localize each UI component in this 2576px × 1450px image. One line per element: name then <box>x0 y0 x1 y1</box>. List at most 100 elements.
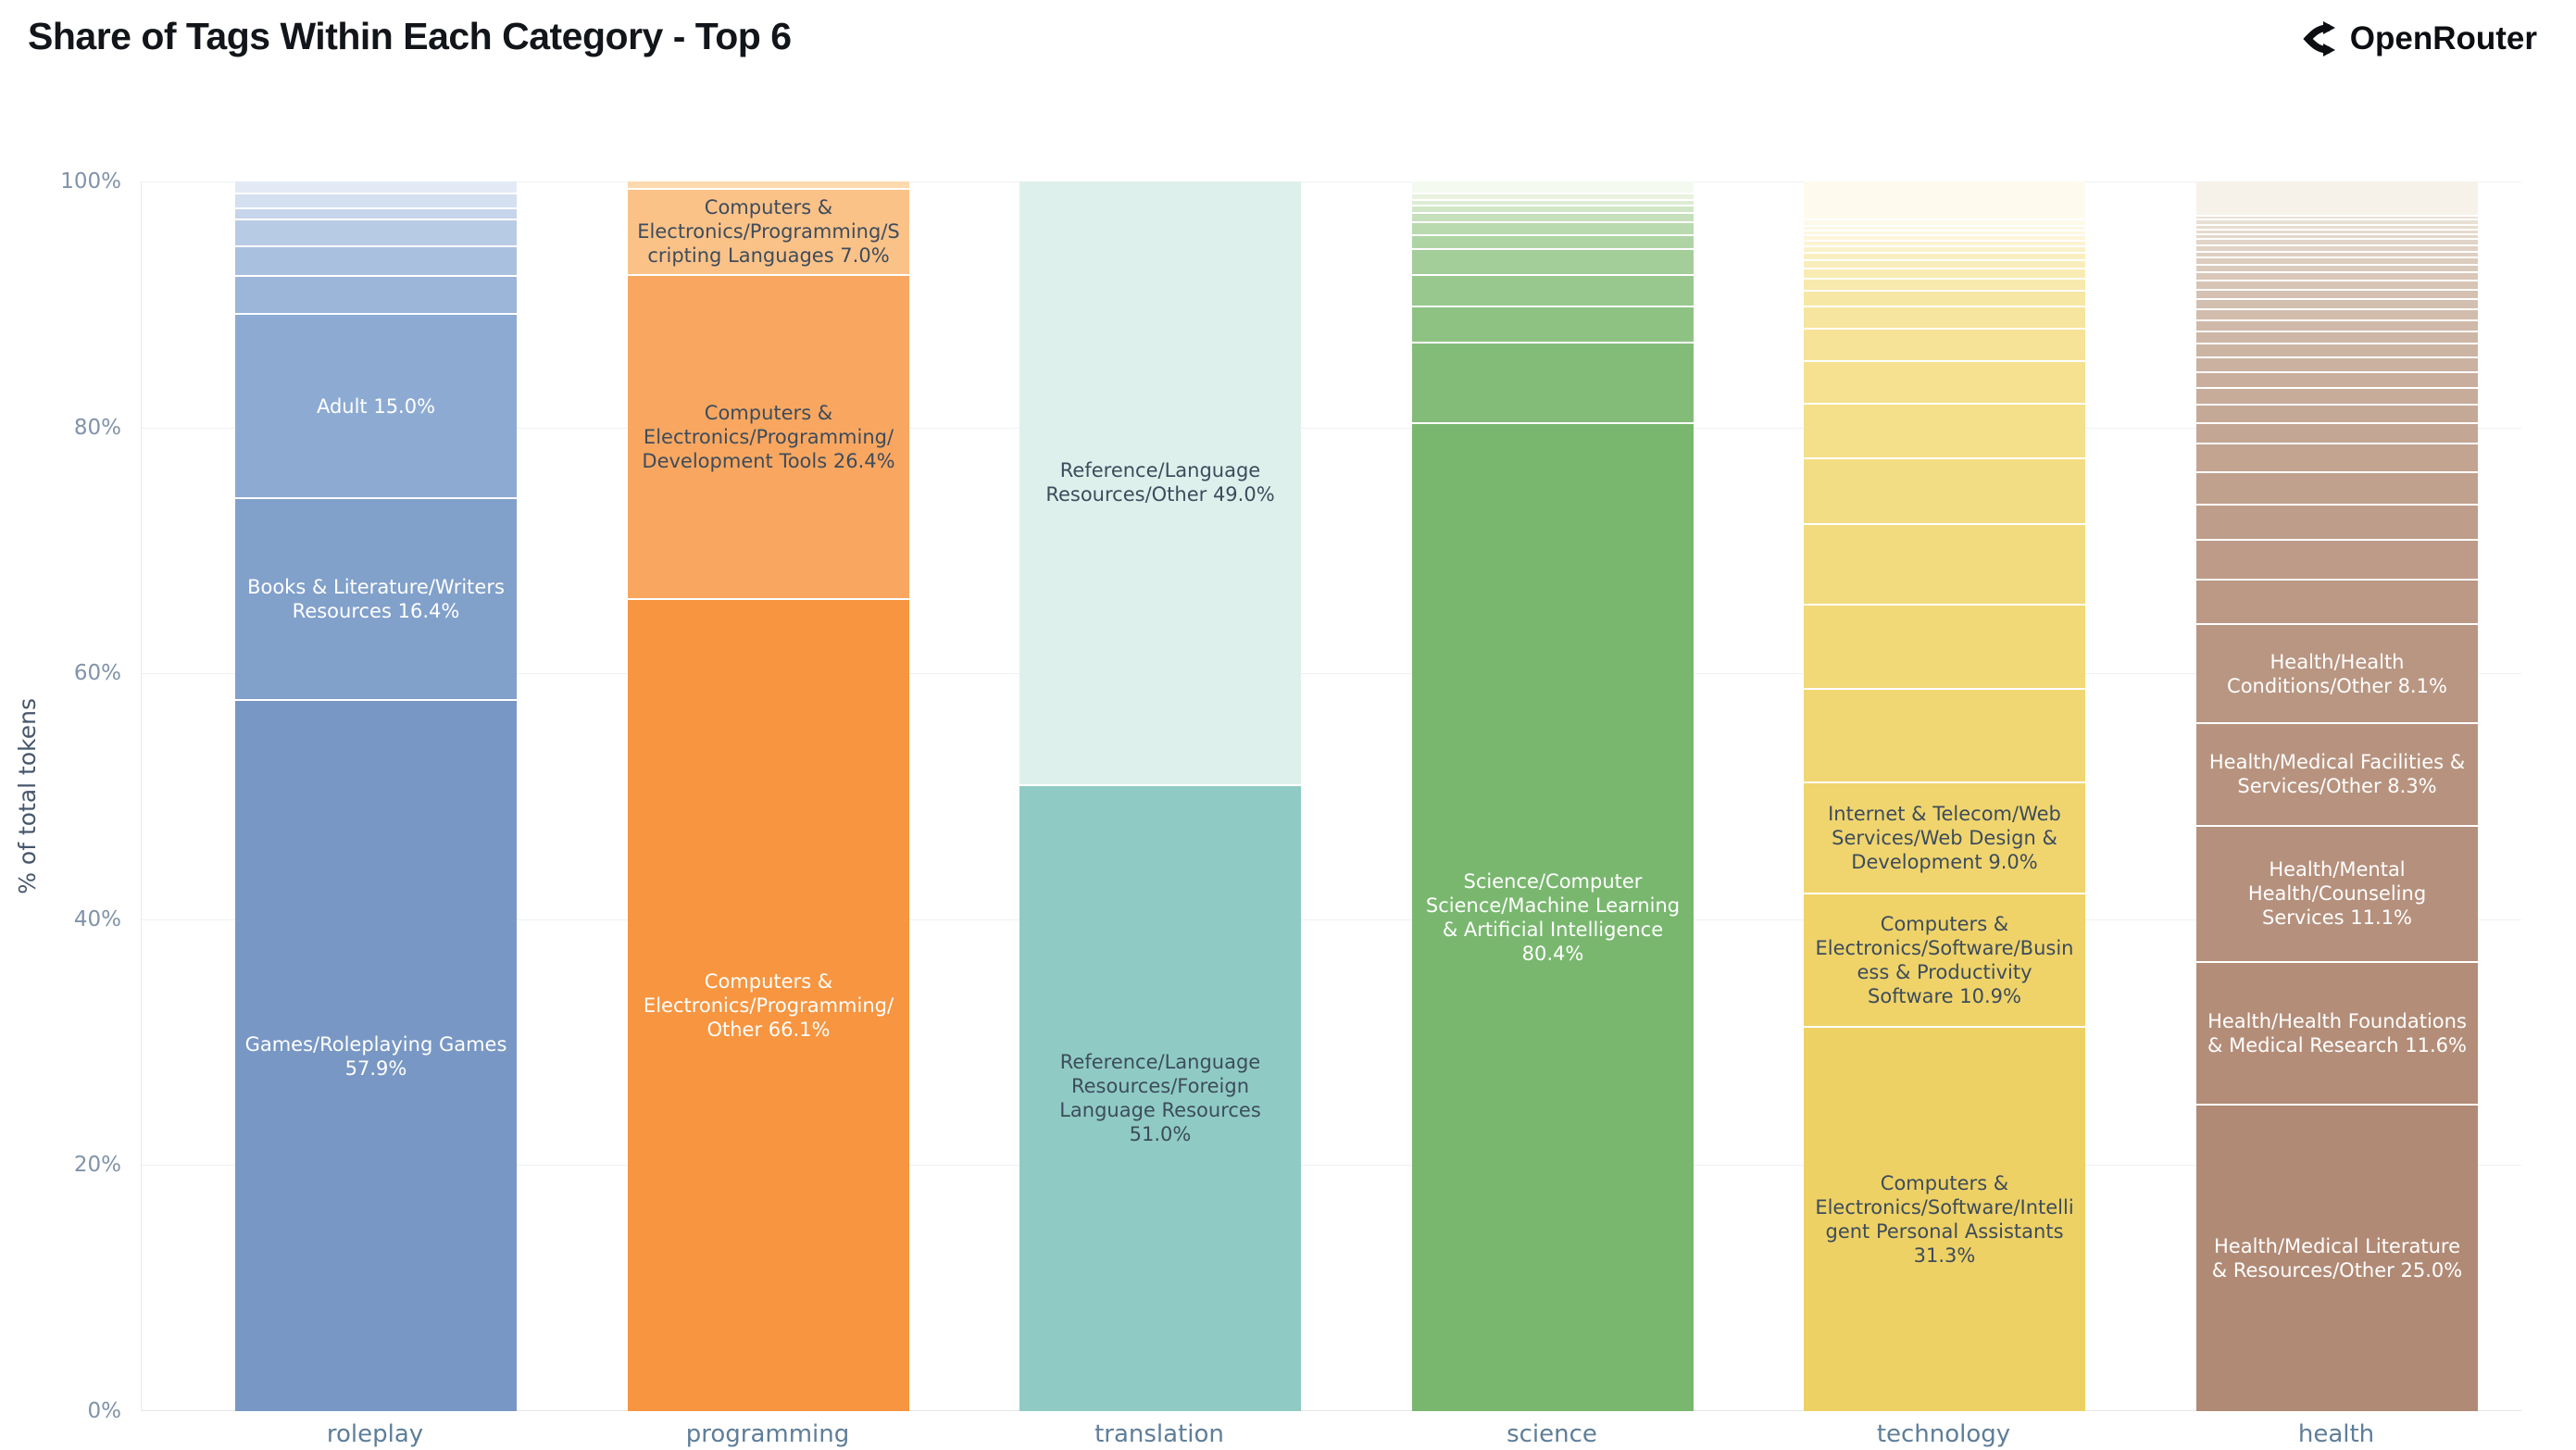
bar-segment[interactable] <box>2196 370 2478 387</box>
bar-segment[interactable] <box>235 206 517 219</box>
segment-label: Health/Health Conditions/Other 8.1% <box>2227 650 2447 697</box>
bar-science[interactable]: Science/Computer Science/Machine Learnin… <box>1412 181 1694 1411</box>
bar-segment[interactable] <box>2196 343 2478 356</box>
bar-segment[interactable] <box>1804 219 2085 225</box>
bar-segment[interactable] <box>1804 306 2085 329</box>
bar-segment[interactable] <box>1804 245 2085 252</box>
bar-segment[interactable]: Games/Roleplaying Games 57.9% <box>235 699 517 1411</box>
bar-segment[interactable] <box>1412 205 1694 213</box>
bar-programming[interactable]: Computers & Electronics/Programming/Othe… <box>628 181 909 1411</box>
bar-segment[interactable] <box>1412 234 1694 248</box>
bar-segment[interactable]: Computers & Electronics/Software/Busines… <box>1804 892 2085 1027</box>
bar-technology[interactable]: Computers & Electronics/Software/Intelli… <box>1804 181 2085 1411</box>
bar-segment[interactable] <box>2196 539 2478 579</box>
bar-segment[interactable]: Computers & Electronics/Software/Intelli… <box>1804 1026 2085 1411</box>
bar-segment[interactable] <box>2196 215 2478 219</box>
bar-segment[interactable] <box>2196 422 2478 443</box>
bar-segment[interactable] <box>235 181 517 194</box>
bar-segment[interactable] <box>1804 224 2085 231</box>
bar-segment[interactable] <box>2196 307 2478 319</box>
bar-segment[interactable] <box>1412 220 1694 235</box>
bar-segment[interactable]: Adult 15.0% <box>235 313 517 498</box>
bar-segment[interactable]: Computers & Electronics/Programming/Scri… <box>628 187 909 274</box>
bar-segment[interactable] <box>1804 523 2085 604</box>
bar-segment[interactable] <box>235 218 517 246</box>
bar-segment[interactable] <box>235 274 517 314</box>
bar-segment[interactable] <box>2196 404 2478 423</box>
bar-segment[interactable] <box>1804 251 2085 259</box>
bar-segment[interactable] <box>1804 688 2085 782</box>
bar-segment[interactable] <box>1412 212 1694 221</box>
bar-segment[interactable] <box>1412 193 1694 199</box>
bar-segment[interactable] <box>2196 256 2478 265</box>
bar-segment[interactable] <box>2196 503 2478 540</box>
bar-segment[interactable] <box>1804 603 2085 689</box>
bar-segment[interactable] <box>2196 386 2478 405</box>
bar-segment[interactable] <box>235 193 517 207</box>
bar-segment[interactable] <box>1412 273 1694 306</box>
bar-segment[interactable]: Science/Computer Science/Machine Learnin… <box>1412 422 1694 1411</box>
bar-segment[interactable] <box>1412 198 1694 206</box>
y-axis-ticks: 100% 80% 60% 40% 20% 0% <box>0 169 131 1423</box>
bar-segment[interactable] <box>2196 356 2478 371</box>
bar-segment[interactable] <box>2196 264 2478 272</box>
bar-segment[interactable]: Health/Medical Facilities & Services/Oth… <box>2196 722 2478 825</box>
bar-segment[interactable] <box>1804 456 2085 524</box>
segment-label: Adult 15.0% <box>316 394 436 418</box>
bar-segment[interactable]: Health/Medical Literature & Resources/Ot… <box>2196 1104 2478 1411</box>
bar-segment[interactable] <box>2196 298 2478 308</box>
bar-segment[interactable]: Health/Health Conditions/Other 8.1% <box>2196 622 2478 723</box>
bar-segment[interactable] <box>2196 181 2478 216</box>
bar-segment[interactable] <box>2196 288 2478 299</box>
bar-segment[interactable] <box>2196 244 2478 251</box>
bar-segment[interactable] <box>1804 234 2085 240</box>
bar-segment[interactable] <box>1412 181 1694 194</box>
bar-health[interactable]: Health/Medical Literature & Resources/Ot… <box>2196 181 2478 1411</box>
bar-segment[interactable]: Computers & Electronics/Programming/Othe… <box>628 598 909 1411</box>
bar-segment[interactable] <box>1804 328 2085 360</box>
bar-segment[interactable] <box>2196 219 2478 224</box>
bar-segment[interactable] <box>235 245 517 275</box>
bar-segment[interactable] <box>1804 258 2085 269</box>
openrouter-fork-icon <box>2293 20 2335 57</box>
bar-segment[interactable] <box>1804 239 2085 246</box>
openrouter-logo: OpenRouter <box>2293 20 2537 57</box>
bar-segment[interactable] <box>2196 233 2478 239</box>
bar-segment[interactable] <box>1804 277 2085 290</box>
bar-segment[interactable]: Reference/Language Resources/Foreign Lan… <box>1019 783 1301 1411</box>
bar-segment[interactable] <box>2196 330 2478 344</box>
bar-segment[interactable]: Books & Literature/Writers Resources 16.… <box>235 497 517 700</box>
bar-segment[interactable] <box>2196 442 2478 472</box>
bar-segment[interactable] <box>2196 280 2478 289</box>
bar-roleplay[interactable]: Games/Roleplaying Games 57.9% Books & Lit… <box>235 181 517 1411</box>
bar-segment[interactable] <box>2196 250 2478 257</box>
bar-segment[interactable] <box>1412 306 1694 342</box>
bar-segment[interactable] <box>1804 289 2085 306</box>
bar-segment[interactable] <box>2196 471 2478 504</box>
bar-segment[interactable]: Internet & Telecom/Web Services/Web Desi… <box>1804 781 2085 893</box>
gridline-20 <box>142 1165 2521 1167</box>
bar-segment[interactable]: Computers & Electronics/Programming/Deve… <box>628 273 909 599</box>
x-label-programming: programming <box>685 1420 850 1448</box>
bar-segment[interactable]: Reference/Language Resources/Other 49.0% <box>1019 181 1301 784</box>
bar-segment[interactable] <box>628 181 909 188</box>
bar-segment[interactable] <box>1412 341 1694 423</box>
bar-segment[interactable] <box>2196 578 2478 623</box>
bar-segment[interactable] <box>1412 247 1694 274</box>
bar-segment[interactable] <box>1804 230 2085 235</box>
bar-segment[interactable]: Health/Mental Health/Counseling Services… <box>2196 824 2478 961</box>
bar-segment[interactable] <box>2196 271 2478 281</box>
bar-segment[interactable] <box>2196 228 2478 234</box>
bar-translation[interactable]: Reference/Language Resources/Foreign Lan… <box>1019 181 1301 1411</box>
bar-segment[interactable]: Health/Health Foundations & Medical Rese… <box>2196 960 2478 1104</box>
bar-segment[interactable] <box>1804 403 2085 457</box>
bar-segment[interactable] <box>1804 359 2085 404</box>
bar-segment[interactable] <box>1804 268 2085 278</box>
bar-segment[interactable] <box>1804 181 2085 219</box>
x-label-science: science <box>1507 1420 1597 1448</box>
bar-segment[interactable] <box>2196 223 2478 229</box>
brand-name: OpenRouter <box>2349 20 2537 56</box>
gridline-0 <box>142 1410 2521 1411</box>
bar-segment[interactable] <box>2196 238 2478 245</box>
bar-segment[interactable] <box>2196 319 2478 331</box>
